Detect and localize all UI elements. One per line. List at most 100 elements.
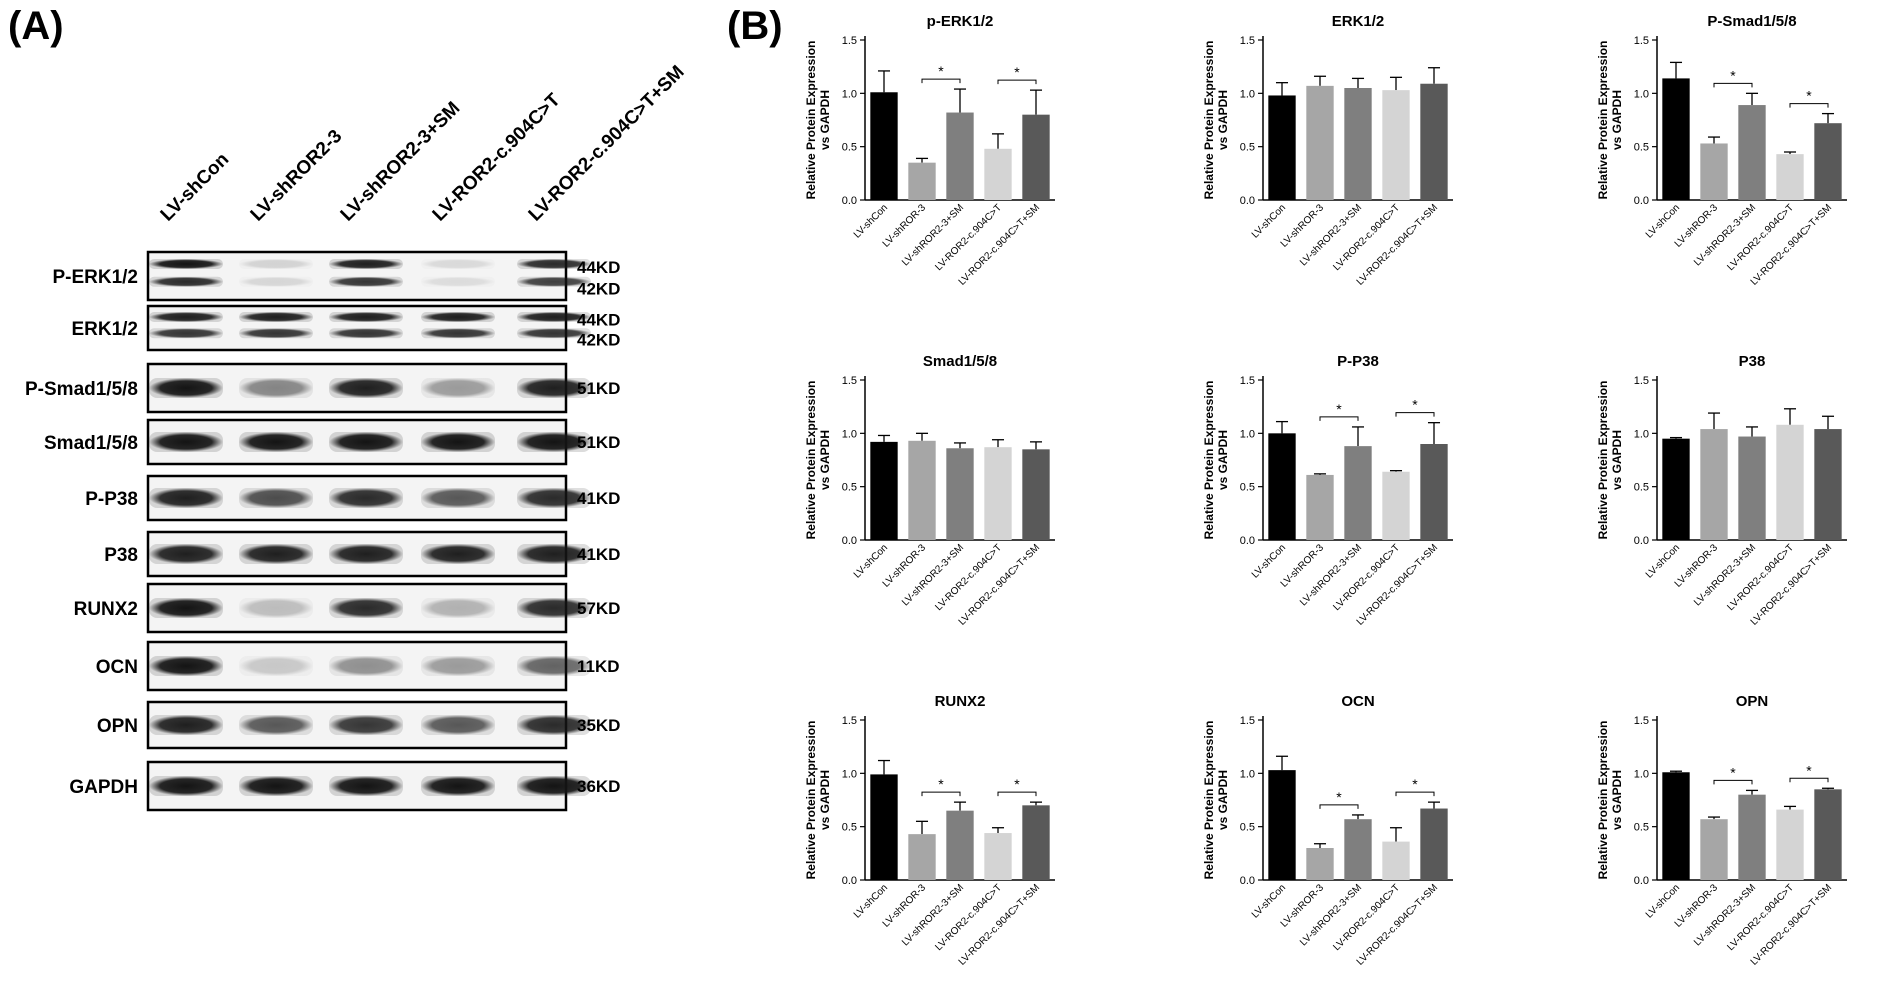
chart-title: p-ERK1/2 — [927, 13, 994, 30]
significance-star: * — [1806, 88, 1812, 104]
bar — [908, 834, 936, 880]
protein-label: P-ERK1/2 — [52, 267, 138, 288]
chart-title: ERK1/2 — [1332, 13, 1385, 30]
category-label: LV-ROR2-c.904C>T+SM — [957, 202, 1042, 287]
lane-label: LV-ROR2-c.904C>T+SM — [525, 62, 689, 226]
chart-title: OCN — [1341, 693, 1374, 710]
significance-bracket — [1319, 416, 1359, 421]
significance-bracket — [1789, 103, 1829, 108]
y-axis-label: vs GAPDH — [1610, 430, 1624, 490]
category-label: LV-shROR2-3+SM — [900, 202, 966, 268]
significance-star: * — [1336, 789, 1342, 805]
y-tick-label: 0.0 — [1240, 875, 1255, 887]
y-tick-label: 0.0 — [1634, 195, 1649, 207]
blot-band — [329, 328, 403, 339]
category-label: LV-shCon — [852, 202, 890, 240]
bar — [1344, 819, 1372, 880]
blot-band — [421, 544, 495, 564]
blot-band — [329, 715, 403, 735]
kd-label: 36KD — [577, 777, 620, 796]
panel-a-label: (A) — [8, 4, 64, 48]
significance-bracket — [1713, 82, 1753, 88]
category-label: LV-shCon — [1644, 542, 1682, 580]
kd-label: 35KD — [577, 716, 620, 735]
blot-band — [421, 378, 495, 398]
y-tick-label: 1.0 — [842, 768, 857, 780]
bar-chart: Smad1/5/8 Relative Protein Expression vs G… — [804, 353, 1055, 628]
bar — [1268, 95, 1296, 200]
category-label: LV-ROR2-c.904C>T+SM — [1749, 542, 1834, 627]
blot-row: P38 41KD — [104, 530, 620, 578]
category-label: LV-shROR2-3+SM — [900, 542, 966, 608]
protein-label: OPN — [97, 716, 138, 737]
bar — [1022, 805, 1050, 880]
category-label: LV-ROR2-c.904C>T — [1725, 882, 1796, 953]
blot-band — [149, 598, 223, 618]
significance-star: * — [938, 63, 944, 79]
blot-band — [239, 276, 313, 287]
bar — [1382, 841, 1410, 880]
category-label: LV-ROR2-c.904C>T — [1725, 202, 1796, 273]
y-tick-label: 0.5 — [1240, 482, 1255, 494]
blot-row: GAPDH 36KD — [69, 760, 620, 812]
bar-chart: OPN Relative Protein Expression vs GAPDH 0.… — [1596, 693, 1847, 968]
bar — [1022, 114, 1050, 200]
y-tick-label: 1.0 — [1240, 428, 1255, 440]
bar — [946, 810, 974, 880]
category-label: LV-shROR-3 — [881, 882, 929, 930]
bar — [1738, 105, 1766, 200]
y-tick-label: 1.0 — [1240, 88, 1255, 100]
y-axis-label: vs GAPDH — [1610, 90, 1624, 150]
category-label: LV-shCon — [1644, 202, 1682, 240]
blot-band — [329, 276, 403, 287]
bar — [984, 447, 1012, 540]
blot-band — [421, 715, 495, 735]
chart-title: OPN — [1736, 693, 1769, 710]
blot-band — [149, 488, 223, 508]
blot-band — [517, 312, 591, 322]
category-label: LV-shCon — [1250, 202, 1288, 240]
category-label: LV-ROR2-c.904C>T+SM — [957, 542, 1042, 627]
blot-band — [421, 776, 495, 796]
y-axis-label: Relative Protein Expression — [1596, 721, 1610, 880]
bar — [1814, 123, 1842, 200]
category-label: LV-shCon — [1644, 882, 1682, 920]
category-label: LV-shROR2-3+SM — [1298, 202, 1364, 268]
blot-band — [239, 432, 313, 452]
blot-band — [149, 715, 223, 735]
y-axis-label: Relative Protein Expression — [804, 41, 818, 200]
bar — [1738, 436, 1766, 540]
y-axis-label: vs GAPDH — [1216, 770, 1230, 830]
kd-label: 44KD — [577, 258, 620, 277]
kd-label: 42KD — [577, 279, 620, 298]
category-label: LV-ROR2-c.904C>T+SM — [1355, 542, 1440, 627]
blot-band — [421, 259, 495, 269]
blot-band — [517, 776, 591, 796]
y-tick-label: 0.5 — [842, 482, 857, 494]
y-tick-label: 1.5 — [842, 715, 857, 727]
blot-row: P-P38 41KD — [85, 474, 620, 522]
y-tick-label: 0.0 — [1240, 195, 1255, 207]
kd-label: 57KD — [577, 599, 620, 618]
y-tick-label: 1.0 — [842, 88, 857, 100]
blot-band — [239, 776, 313, 796]
y-tick-label: 0.5 — [1240, 142, 1255, 154]
y-tick-label: 1.5 — [842, 35, 857, 47]
blot-band — [329, 378, 403, 398]
bar — [1776, 424, 1804, 540]
bar-chart: OCN Relative Protein Expression vs GAPDH 0.… — [1202, 693, 1453, 968]
y-tick-label: 1.0 — [1634, 428, 1649, 440]
category-label: LV-ROR2-c.904C>T — [933, 202, 1004, 273]
category-label: LV-ROR2-c.904C>T+SM — [1749, 882, 1834, 967]
kd-label: 11KD — [577, 657, 620, 676]
blot-band — [421, 488, 495, 508]
chart-title: RUNX2 — [935, 693, 986, 710]
blot-band — [421, 312, 495, 322]
bar — [1420, 444, 1448, 540]
blot-band — [149, 544, 223, 564]
y-tick-label: 0.0 — [842, 195, 857, 207]
blot-band — [329, 488, 403, 508]
kd-label: 44KD — [577, 311, 620, 330]
western-blot-panel: LV-shCon LV-shROR2-3LV-shROR2-3+SMLV-ROR2… — [25, 62, 689, 812]
significance-bracket — [997, 79, 1037, 85]
